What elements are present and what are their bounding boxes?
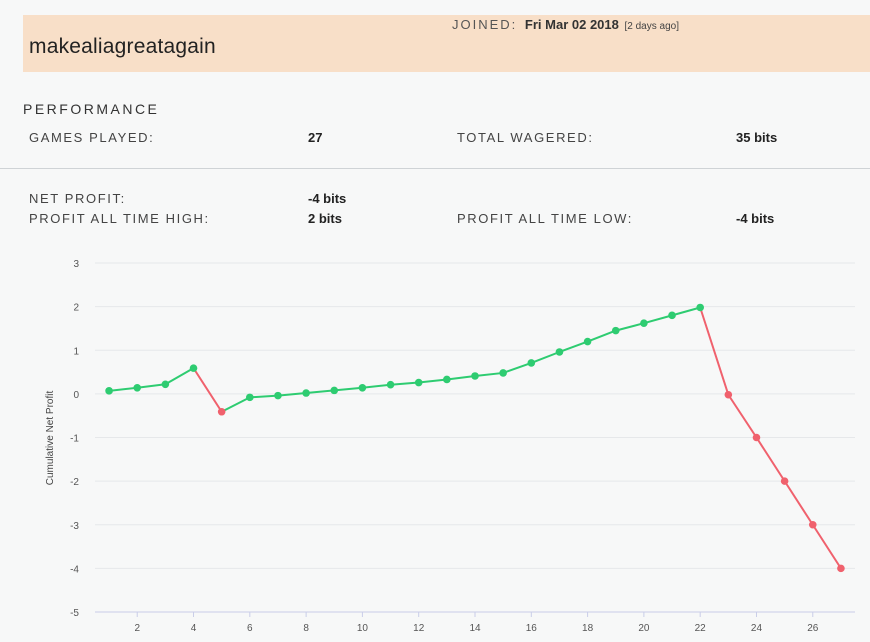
performance-title: PERFORMANCE — [23, 101, 160, 117]
games-played-value: 27 — [308, 130, 323, 145]
data-point[interactable] — [246, 393, 254, 402]
y-axis-label: Cumulative Net Profit — [45, 391, 56, 486]
total-wagered-value: 35 bits — [736, 130, 778, 145]
line-segment — [671, 306, 701, 317]
line-segment — [137, 383, 166, 389]
y-tick-label: 2 — [73, 303, 79, 314]
joined-date: Fri Mar 02 2018 — [524, 17, 619, 32]
data-point[interactable] — [499, 369, 507, 377]
line-segment — [306, 389, 335, 394]
line-segment — [249, 394, 279, 399]
line-segment — [502, 361, 532, 374]
data-point[interactable] — [696, 303, 704, 312]
data-point[interactable] — [611, 326, 620, 335]
x-tick-label: 24 — [751, 623, 763, 634]
data-point[interactable] — [161, 380, 170, 389]
line-segment — [221, 396, 251, 413]
x-tick-label: 20 — [638, 623, 650, 634]
x-tick-label: 26 — [807, 623, 819, 634]
line-segment — [783, 480, 814, 526]
y-tick-label: -5 — [70, 608, 79, 619]
atl-value: -4 bits — [736, 211, 775, 226]
y-tick-label: -3 — [70, 521, 79, 532]
x-tick-label: 18 — [582, 623, 594, 634]
data-point[interactable] — [105, 387, 113, 395]
data-point[interactable] — [640, 319, 648, 328]
data-point[interactable] — [274, 391, 282, 400]
data-point[interactable] — [133, 383, 142, 392]
line-segment — [727, 394, 758, 439]
data-point[interactable] — [668, 311, 676, 320]
y-tick-label: -4 — [70, 564, 79, 575]
net-profit-value: -4 bits — [308, 191, 347, 206]
data-point[interactable] — [808, 520, 817, 529]
line-segment — [334, 386, 363, 392]
line-segment — [108, 386, 138, 392]
x-tick-label: 14 — [469, 623, 481, 634]
x-tick-label: 22 — [695, 623, 707, 634]
ath-value: 2 bits — [308, 211, 342, 226]
data-point[interactable] — [386, 380, 395, 389]
data-point[interactable] — [837, 564, 845, 573]
data-point[interactable] — [217, 407, 226, 416]
line-segment — [615, 322, 645, 332]
x-tick-label: 8 — [303, 623, 309, 634]
data-point[interactable] — [752, 433, 761, 442]
line-segment — [587, 329, 617, 343]
joined-ago: [2 days ago] — [624, 21, 679, 32]
data-point[interactable] — [527, 359, 536, 367]
line-segment — [559, 340, 588, 353]
games-played-label: GAMES PLAYED: — [29, 130, 155, 145]
total-wagered-label: TOTAL WAGERED: — [457, 130, 594, 145]
net-profit-label: NET PROFIT: — [29, 191, 126, 206]
line-segment — [192, 367, 223, 413]
line-segment — [390, 381, 419, 386]
line-segment — [446, 374, 476, 381]
data-point[interactable] — [302, 389, 310, 397]
line-segment — [474, 371, 504, 377]
line-segment — [755, 436, 786, 482]
joined-label: JOINED: — [452, 17, 518, 32]
line-segment — [530, 351, 560, 364]
x-tick-label: 12 — [413, 623, 425, 634]
data-point[interactable] — [189, 364, 198, 372]
username: makealiagreatagain — [29, 35, 216, 58]
line-segment — [811, 524, 842, 569]
joined-info: JOINED: Fri Mar 02 2018 [2 days ago] — [452, 17, 679, 32]
y-tick-label: -1 — [70, 434, 79, 445]
atl-label: PROFIT ALL TIME LOW: — [457, 211, 634, 226]
data-point[interactable] — [555, 348, 564, 356]
data-point[interactable] — [330, 386, 339, 395]
x-tick-label: 10 — [357, 623, 369, 634]
data-point[interactable] — [443, 375, 451, 384]
line-segment — [277, 392, 307, 397]
x-tick-label: 6 — [247, 623, 253, 634]
line-segment — [699, 307, 730, 396]
divider — [0, 168, 870, 169]
line-segment — [362, 383, 391, 389]
y-tick-label: 3 — [73, 259, 79, 270]
y-tick-label: 1 — [73, 346, 79, 357]
y-tick-label: -2 — [70, 477, 79, 488]
line-segment — [164, 367, 195, 386]
profile-header: makealiagreatagain JOINED: Fri Mar 02 20… — [23, 15, 870, 72]
y-tick-label: 0 — [73, 390, 79, 401]
line-segment — [418, 378, 447, 384]
data-point[interactable] — [414, 378, 423, 387]
line-segment — [643, 314, 673, 325]
x-tick-label: 4 — [191, 623, 197, 634]
x-tick-label: 16 — [526, 623, 538, 634]
x-tick-label: 2 — [134, 623, 140, 634]
data-point[interactable] — [724, 390, 733, 399]
data-point[interactable] — [780, 477, 789, 485]
data-point[interactable] — [583, 337, 592, 346]
data-point[interactable] — [358, 383, 367, 392]
data-point[interactable] — [471, 372, 479, 380]
ath-label: PROFIT ALL TIME HIGH: — [29, 211, 210, 226]
